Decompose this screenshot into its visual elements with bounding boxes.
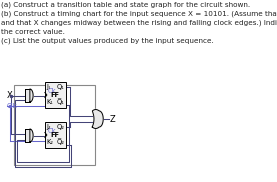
Bar — [45, 122, 66, 148]
Text: J₁: J₁ — [46, 84, 50, 90]
Polygon shape — [92, 110, 103, 128]
Text: K₁: K₁ — [46, 99, 53, 105]
Text: Clk: Clk — [7, 103, 18, 109]
Text: (b) Construct a timing chart for the input sequence X = 10101. (Assume that init: (b) Construct a timing chart for the inp… — [1, 10, 277, 17]
Text: J₂: J₂ — [46, 124, 50, 130]
Bar — [14, 85, 95, 165]
Text: Q̅₂: Q̅₂ — [57, 138, 65, 145]
Text: (a) Construct a transition table and state graph for the circuit shown.: (a) Construct a transition table and sta… — [1, 1, 250, 7]
Text: Ck: Ck — [48, 88, 57, 94]
Polygon shape — [30, 129, 33, 142]
Text: Q₁: Q₁ — [57, 84, 65, 90]
Text: Z: Z — [110, 114, 116, 124]
Text: Ck: Ck — [48, 128, 57, 134]
Text: the correct value.: the correct value. — [1, 29, 65, 35]
Text: K₂: K₂ — [46, 139, 53, 145]
Bar — [45, 82, 66, 108]
Text: Q₂: Q₂ — [57, 124, 65, 130]
Text: X: X — [7, 91, 13, 100]
Text: FF: FF — [51, 132, 60, 138]
Text: FF: FF — [51, 92, 60, 98]
Text: Q̅₁: Q̅₁ — [57, 98, 65, 105]
Bar — [25, 89, 30, 102]
Text: (c) List the output values produced by the input sequence.: (c) List the output values produced by t… — [1, 38, 214, 44]
Bar — [25, 129, 30, 142]
Polygon shape — [30, 89, 33, 102]
Text: and that X changes midway between the rising and falling clock edges.) Indicate : and that X changes midway between the ri… — [1, 19, 277, 26]
